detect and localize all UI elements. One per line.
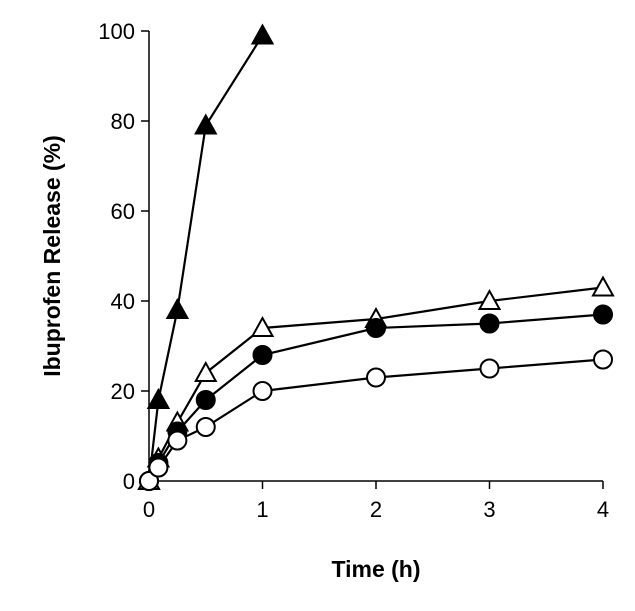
series-line [147,34,264,482]
data-point-circle [593,304,613,325]
data-point-circle [139,471,159,491]
series-filled-circle [139,304,613,491]
y-axis-label: Ibuprofen Release (%) [39,135,65,377]
data-point-circle [593,349,613,370]
y-tick-label: 100 [98,19,135,44]
data-point-circle [479,358,500,379]
data-point-triangle [194,113,218,135]
x-tick-label: 3 [483,497,495,522]
x-tick-label: 0 [143,497,155,522]
y-tick-label: 20 [111,379,135,404]
x-tick-label: 1 [256,497,268,522]
data-point-circle [479,313,500,334]
x-tick-label: 4 [597,497,609,522]
series-line [148,313,604,482]
data-point-triangle [477,288,502,310]
data-point-circle [252,345,273,365]
data-point-circle [252,381,273,401]
data-point-triangle [165,297,190,319]
data-point-circle [366,318,386,338]
y-tick-label: 0 [123,469,135,494]
data-point-triangle [591,275,615,297]
data-point-triangle [250,315,275,337]
data-point-triangle [250,23,275,45]
y-tick-label: 40 [111,289,135,314]
x-tick-label: 2 [370,497,382,522]
data-point-circle [366,367,386,388]
data-point-circle [195,390,216,410]
series-group [137,23,615,491]
axes: 0 20 40 60 80 100 0 1 2 3 4 [98,19,609,522]
data-point-circle [167,430,188,451]
series-open-circle [139,349,613,491]
y-tick-label: 60 [111,199,135,224]
y-tick-label: 80 [111,109,135,134]
data-point-circle [148,457,169,478]
data-point-circle [195,417,216,437]
x-axis-label: Time (h) [331,556,420,582]
data-point-triangle [146,387,171,409]
data-point-triangle [194,360,218,382]
